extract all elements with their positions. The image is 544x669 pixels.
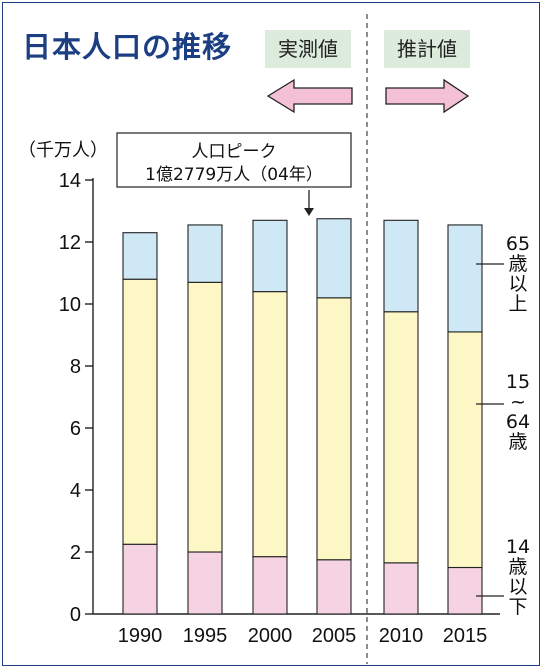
bar-over65	[447, 224, 483, 333]
bar-over65	[383, 219, 419, 313]
bar-under15	[447, 566, 483, 615]
actual-tag: 実測値	[265, 30, 351, 68]
segment-label-over65: 以	[508, 273, 527, 295]
page-title: 日本人口の推移	[22, 30, 233, 64]
bar-under15	[252, 556, 288, 615]
bar-age15to64	[187, 281, 223, 553]
segment-label-over65: 歳	[508, 253, 527, 275]
segment-label-under15: 14	[506, 536, 530, 558]
bar-age15to64	[447, 331, 483, 569]
right-arrow-icon	[385, 78, 470, 114]
x-tick-label: 2015	[443, 625, 488, 647]
y-tick-label: 0	[70, 604, 81, 626]
segment-label-age15to64: 歳	[508, 431, 527, 453]
x-tick-label: 2000	[248, 625, 293, 647]
bar-over65	[187, 224, 223, 283]
y-tick-label: 6	[70, 418, 81, 440]
bar-under15	[187, 551, 223, 615]
segment-label-over65: 65	[506, 233, 530, 255]
segment-label-age15to64: 15	[506, 371, 530, 393]
peak-annotation-line2: 1億2779万人（04年）	[145, 165, 323, 185]
y-axis-label: （千万人）	[18, 140, 108, 161]
y-tick-label: 10	[59, 294, 81, 316]
segment-label-under15: 歳	[508, 556, 527, 578]
bar-age15to64	[252, 291, 288, 558]
segment-label-under15: 下	[508, 596, 527, 618]
y-tick-label: 8	[70, 356, 81, 378]
bar-under15	[122, 543, 158, 615]
bar-over65	[316, 218, 352, 299]
x-tick-label: 1990	[118, 625, 163, 647]
bar-under15	[316, 559, 352, 615]
segment-label-age15to64: ~	[510, 391, 526, 413]
left-arrow-icon	[266, 78, 353, 114]
segment-label-over65: 上	[508, 293, 527, 315]
projection-tag: 推計値	[384, 30, 470, 68]
bar-over65	[122, 232, 158, 280]
bar-age15to64	[122, 278, 158, 545]
segment-label-under15: 以	[508, 576, 527, 598]
y-tick-label: 2	[70, 542, 81, 564]
peak-annotation-box	[116, 132, 352, 188]
segment-label-age15to64: 64	[506, 411, 530, 433]
peak-annotation-line1: 人口ピーク	[192, 142, 277, 162]
y-tick-label: 12	[59, 232, 81, 254]
bar-over65	[252, 219, 288, 293]
bar-age15to64	[383, 311, 419, 564]
y-tick-label: 4	[70, 480, 81, 502]
x-tick-label: 2010	[379, 625, 424, 647]
bar-under15	[383, 562, 419, 615]
down-arrow-icon	[304, 208, 314, 216]
bar-age15to64	[316, 297, 352, 561]
y-tick-label: 14	[59, 170, 81, 192]
x-tick-label: 2005	[312, 625, 357, 647]
x-tick-label: 1995	[183, 625, 228, 647]
